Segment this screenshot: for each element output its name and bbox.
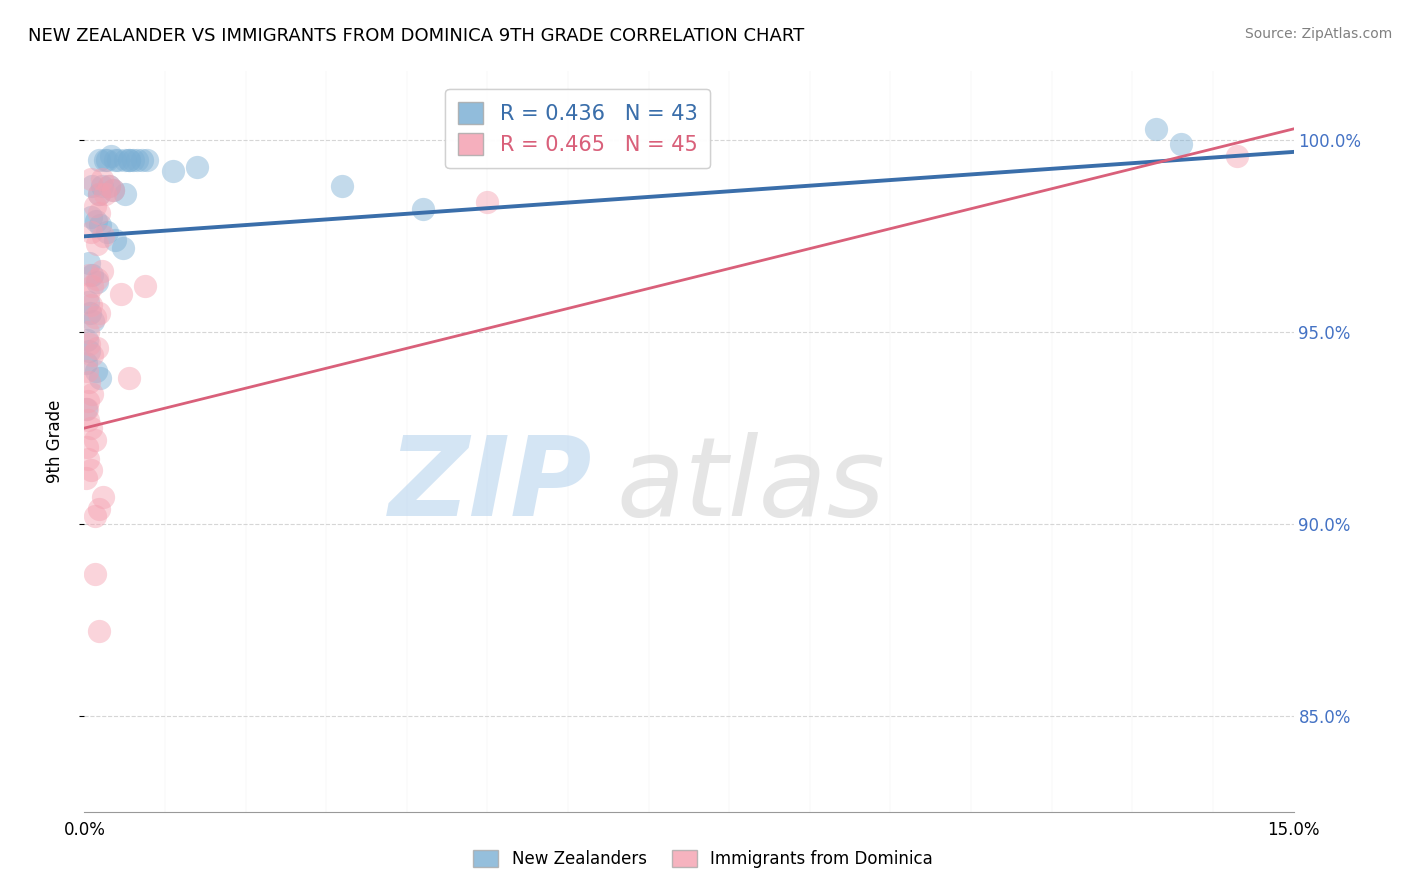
Point [76, 286, 98, 301]
Point [83, 199, 105, 213]
Point [87, 187, 110, 202]
Point [82, 348, 104, 362]
Point [136, 153, 159, 167]
Point [77, 451, 100, 466]
Point [87, 306, 110, 320]
Point [87, 624, 110, 639]
Point [80, 463, 103, 477]
Point [104, 233, 127, 247]
Point [75, 401, 97, 416]
Point [86, 341, 108, 355]
Text: NEW ZEALANDER VS IMMIGRANTS FROM DOMINICA 9TH GRADE CORRELATION CHART: NEW ZEALANDER VS IMMIGRANTS FROM DOMINIC… [28, 27, 804, 45]
Point [77, 344, 100, 359]
Point [77, 268, 100, 282]
Point [330, 179, 353, 194]
Point [91, 490, 114, 504]
Point [87, 206, 110, 220]
Point [121, 153, 143, 167]
Point [104, 153, 127, 167]
Point [96, 226, 118, 240]
Point [76, 363, 98, 377]
Point [84, 363, 107, 377]
Point [87, 153, 110, 167]
Point [86, 237, 108, 252]
Point [86, 271, 108, 285]
Point [1170, 137, 1192, 152]
Point [80, 421, 103, 435]
Point [77, 256, 100, 270]
Point [76, 401, 98, 416]
Point [76, 325, 98, 339]
Point [80, 210, 103, 224]
Point [91, 171, 114, 186]
Point [84, 214, 107, 228]
Point [97, 179, 120, 194]
Point [131, 153, 153, 167]
Point [77, 336, 100, 351]
Point [76, 294, 98, 309]
Point [118, 371, 141, 385]
Point [97, 179, 120, 194]
Point [186, 161, 208, 175]
Point [1146, 122, 1168, 136]
Point [93, 153, 115, 167]
Legend: New Zealanders, Immigrants from Dominica: New Zealanders, Immigrants from Dominica [467, 843, 939, 875]
Point [83, 433, 105, 447]
Point [477, 194, 499, 209]
Point [82, 268, 104, 282]
Point [118, 153, 141, 167]
Point [80, 226, 103, 240]
Point [80, 171, 103, 186]
Point [76, 394, 98, 409]
Point [76, 333, 98, 347]
Point [103, 183, 125, 197]
Point [83, 310, 105, 324]
Point [107, 153, 129, 167]
Point [75, 471, 97, 485]
Point [100, 149, 122, 163]
Point [75, 356, 97, 370]
Point [114, 187, 136, 202]
Point [96, 153, 118, 167]
Point [87, 187, 110, 202]
Point [89, 218, 111, 232]
Point [94, 187, 117, 202]
Point [82, 386, 104, 401]
Point [77, 375, 100, 389]
Text: atlas: atlas [616, 433, 884, 540]
Point [412, 202, 434, 217]
Point [82, 279, 104, 293]
Point [80, 298, 103, 312]
Point [79, 306, 101, 320]
Point [118, 153, 141, 167]
Point [86, 276, 108, 290]
Point [91, 264, 114, 278]
Point [83, 566, 105, 581]
Point [82, 179, 104, 194]
Text: ZIP: ZIP [388, 433, 592, 540]
Point [89, 371, 111, 385]
Point [77, 413, 100, 427]
Point [114, 153, 136, 167]
Point [91, 229, 114, 244]
Point [82, 314, 104, 328]
Point [134, 279, 156, 293]
Point [125, 153, 148, 167]
Point [91, 179, 114, 194]
Point [87, 501, 110, 516]
Text: Source: ZipAtlas.com: Source: ZipAtlas.com [1244, 27, 1392, 41]
Point [112, 241, 135, 255]
Point [76, 440, 98, 454]
Point [103, 183, 125, 197]
Point [110, 286, 132, 301]
Point [1226, 149, 1249, 163]
Y-axis label: 9th Grade: 9th Grade [45, 400, 63, 483]
Point [83, 509, 105, 524]
Point [162, 164, 184, 178]
Legend: R = 0.436   N = 43, R = 0.465   N = 45: R = 0.436 N = 43, R = 0.465 N = 45 [446, 89, 710, 168]
